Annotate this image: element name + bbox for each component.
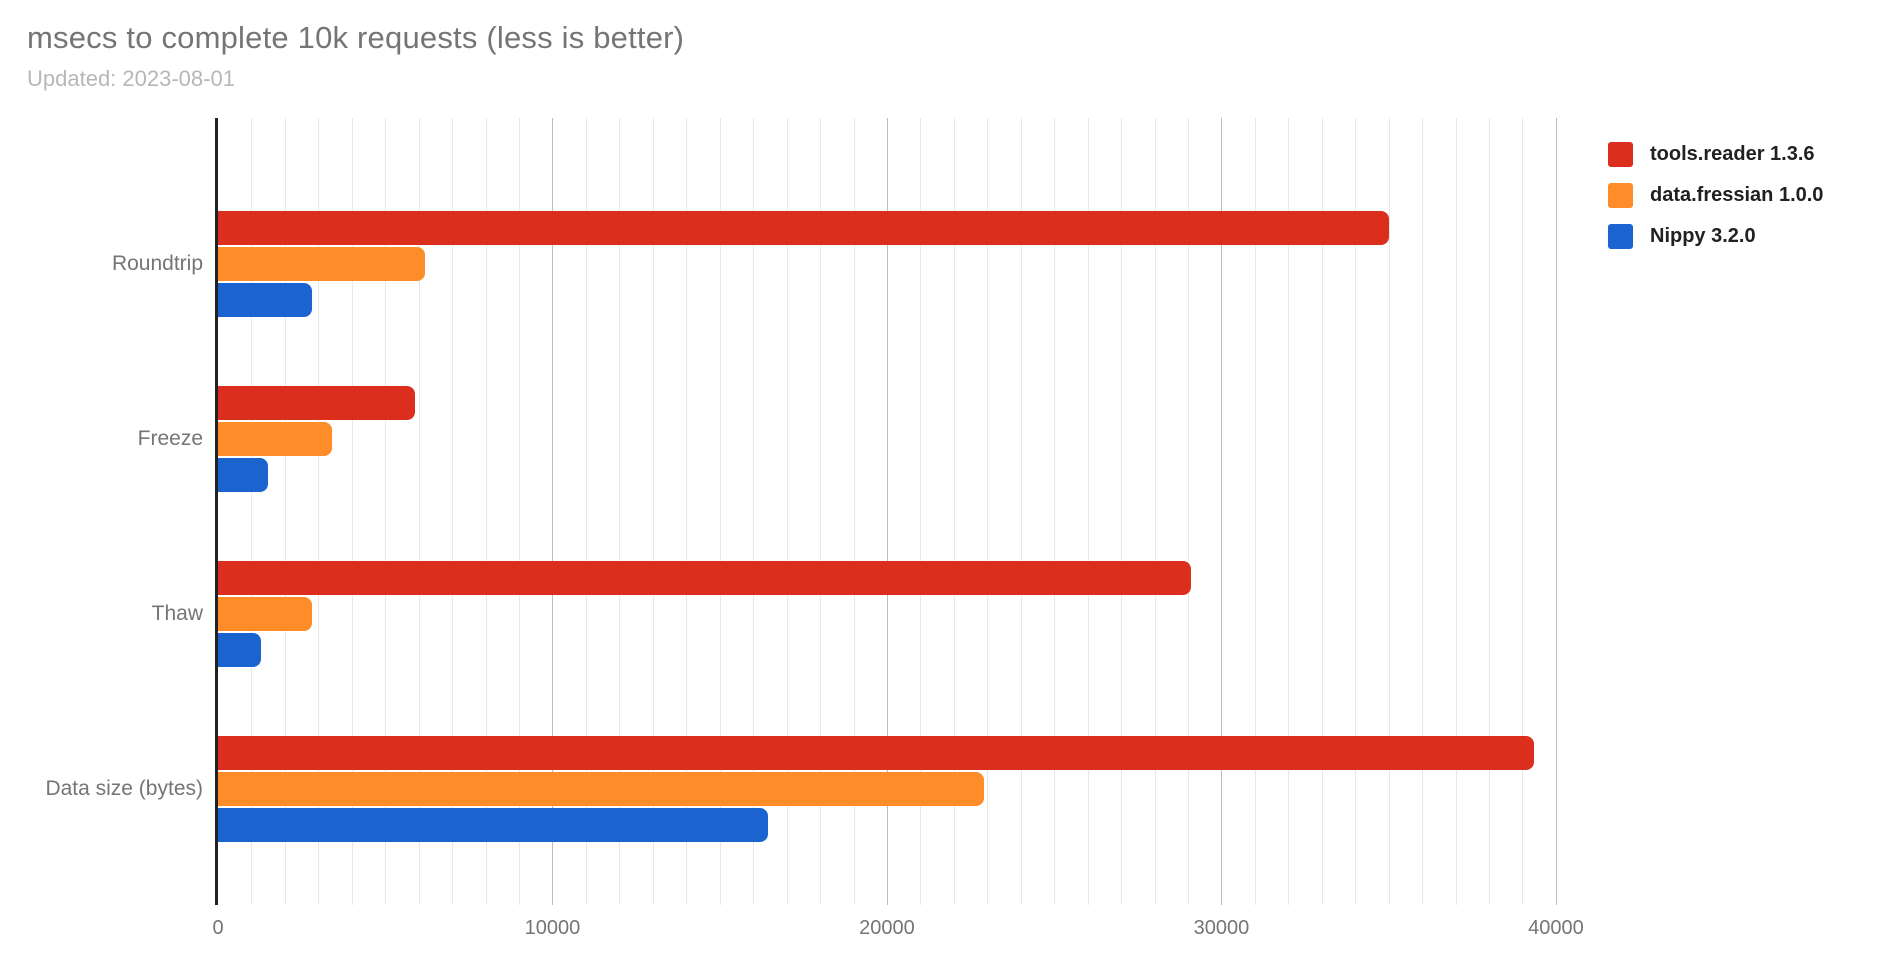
x-tick-label-30000: 30000 [1193,917,1250,939]
bar-freeze-data-fressian-1-0-0 [218,422,332,456]
chart-subtitle: Updated: 2023-08-01 [27,66,235,91]
major-gridline [1221,118,1223,905]
minor-gridline [753,118,755,905]
minor-gridline [1087,118,1089,905]
bar-data-size-bytes-tools-reader-1-3-6 [218,736,1535,770]
minor-gridline [1054,118,1056,905]
minor-gridline [853,118,855,905]
bar-thaw-data-fressian-1-0-0 [218,597,312,631]
major-gridline [552,118,554,905]
legend-label: Nippy 3.2.0 [1650,225,1756,247]
bar-data-size-bytes-data-fressian-1-0-0 [218,772,984,806]
minor-gridline [1455,118,1457,905]
minor-gridline [786,118,788,905]
legend-swatch-icon [1608,142,1633,167]
minor-gridline [719,118,721,905]
minor-gridline [452,118,454,905]
minor-gridline [686,118,688,905]
x-tick-label-10000: 10000 [524,917,581,939]
legend-item-tools-reader-1-3-6: tools.reader 1.3.6 [1608,142,1815,167]
legend-item-data-fressian-1-0-0: data.fressian 1.0.0 [1608,183,1823,208]
minor-gridline [1388,118,1390,905]
minor-gridline [619,118,621,905]
bar-thaw-tools-reader-1-3-6 [218,561,1192,595]
minor-gridline [987,118,989,905]
minor-gridline [1522,118,1524,905]
bar-freeze-tools-reader-1-3-6 [218,386,416,420]
category-label-freeze: Freeze [137,427,203,450]
category-label-data-size-bytes: Data size (bytes) [45,777,203,800]
minor-gridline [1489,118,1491,905]
minor-gridline [652,118,654,905]
category-label-roundtrip: Roundtrip [111,252,203,275]
minor-gridline [920,118,922,905]
minor-gridline [1288,118,1290,905]
minor-gridline [820,118,822,905]
minor-gridline [318,118,320,905]
minor-gridline [284,118,286,905]
bar-thaw-nippy-3-2-0 [218,633,262,667]
category-label-thaw: Thaw [151,602,203,625]
bar-data-size-bytes-nippy-3-2-0 [218,808,769,842]
minor-gridline [485,118,487,905]
chart-title: msecs to complete 10k requests (less is … [27,20,685,55]
minor-gridline [1020,118,1022,905]
major-gridline [1555,118,1557,905]
category-axis: Roundtrip Freeze Thaw Data size (bytes) [0,118,203,905]
minor-gridline [1321,118,1323,905]
minor-gridline [1355,118,1357,905]
minor-gridline [351,118,353,905]
minor-gridline [1188,118,1189,905]
minor-gridline [1422,118,1424,905]
minor-gridline [519,118,521,905]
minor-gridline [585,118,587,905]
legend-swatch-icon [1608,183,1633,208]
minor-gridline [251,118,253,905]
x-tick-label-40000: 40000 [1528,917,1584,939]
x-tick-label-20000: 20000 [859,917,915,939]
legend-item-nippy-3-2-0: Nippy 3.2.0 [1608,224,1756,249]
x-tick-label-0: 0 [212,917,224,939]
plot-area [215,118,1576,905]
major-gridline [886,118,888,905]
bar-roundtrip-nippy-3-2-0 [218,283,312,317]
minor-gridline [1254,118,1256,905]
minor-gridline [953,118,955,905]
minor-gridline [418,118,420,905]
legend-label: data.fressian 1.0.0 [1650,184,1824,206]
minor-gridline [1121,118,1123,905]
legend-label: tools.reader 1.3.6 [1650,143,1815,165]
bar-freeze-nippy-3-2-0 [218,458,269,492]
bar-roundtrip-data-fressian-1-0-0 [218,247,426,281]
bar-roundtrip-tools-reader-1-3-6 [218,211,1389,245]
minor-gridline [385,118,387,905]
legend-swatch-icon [1608,224,1633,249]
minor-gridline [1154,118,1156,905]
